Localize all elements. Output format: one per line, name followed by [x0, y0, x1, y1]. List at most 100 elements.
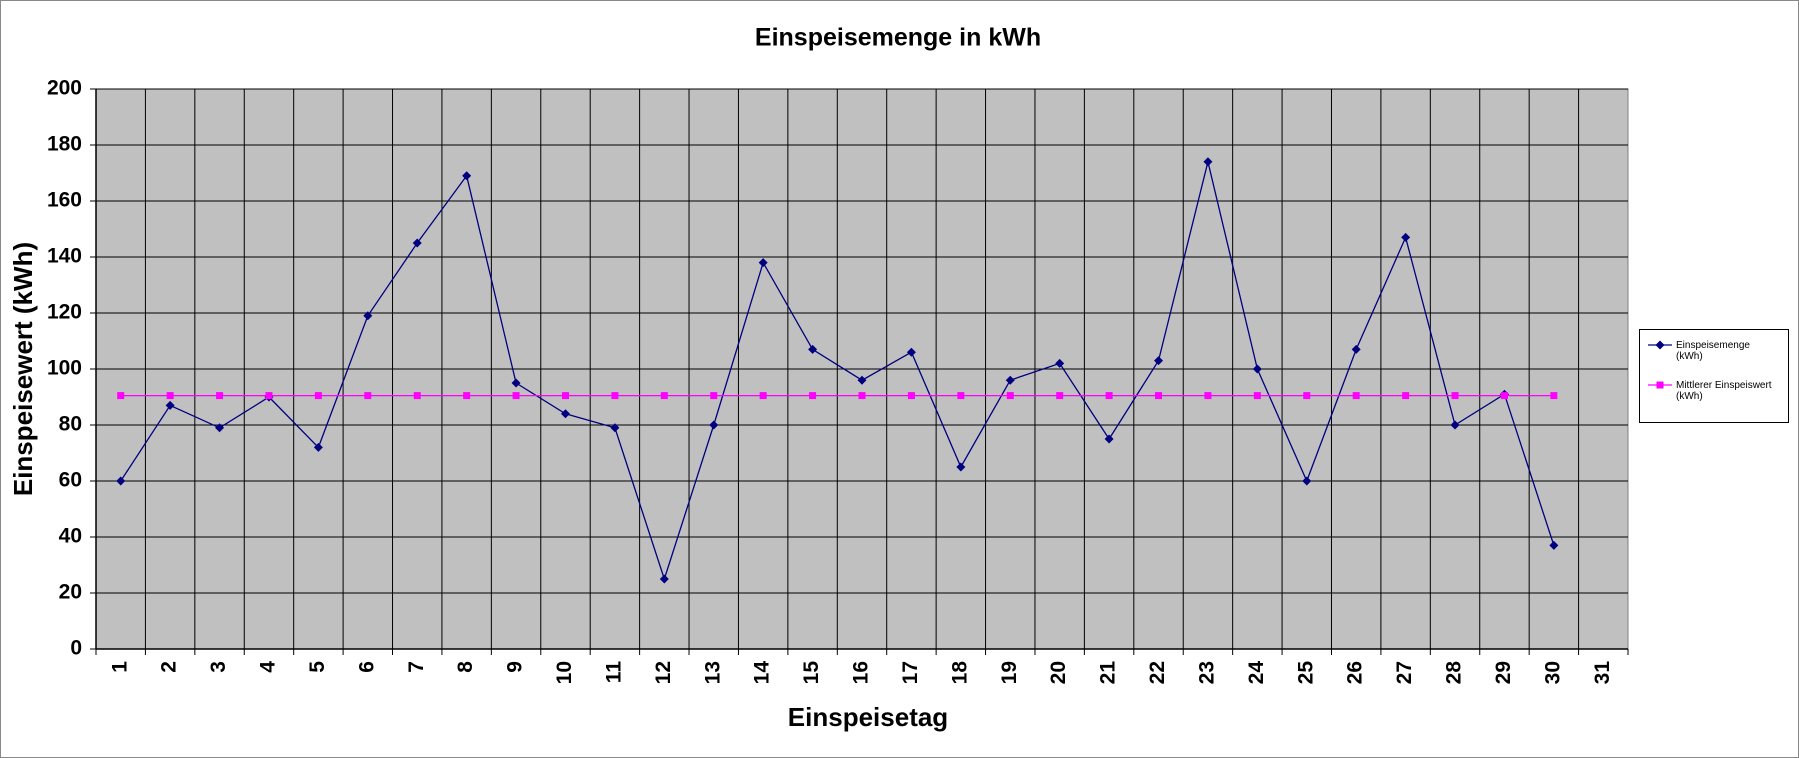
data-point [165, 400, 175, 410]
data-point [463, 392, 471, 400]
legend-marker [1655, 340, 1665, 350]
x-tick-label: 1 [108, 661, 131, 673]
y-axis-label: Einspeisewert (kWh) [8, 242, 38, 496]
data-point [1500, 392, 1508, 400]
y-tick-label: 120 [47, 301, 82, 324]
data-point [166, 392, 174, 400]
y-tick-label: 20 [59, 581, 82, 604]
data-point [116, 476, 126, 486]
data-point [1104, 434, 1114, 444]
x-tick-label: 30 [1541, 661, 1564, 684]
data-point [363, 311, 373, 321]
data-point [364, 392, 372, 400]
data-point [560, 409, 570, 419]
x-tick-label: 17 [899, 661, 922, 684]
data-point [1005, 375, 1015, 385]
data-point [1450, 420, 1460, 430]
y-tick-label: 40 [59, 525, 82, 548]
x-tick-label: 20 [1047, 661, 1070, 684]
data-point [907, 392, 915, 400]
x-tick-label: 19 [998, 661, 1021, 684]
data-point [117, 392, 125, 400]
x-tick-label: 29 [1492, 661, 1515, 684]
data-point [1352, 392, 1360, 400]
x-tick-label: 18 [948, 661, 971, 685]
x-tick-label: 7 [405, 661, 428, 673]
data-point [1055, 358, 1065, 368]
data-point [1401, 232, 1411, 242]
legend-marker [1656, 381, 1664, 389]
legend-swatch [1648, 381, 1672, 389]
x-tick-label: 16 [850, 661, 873, 684]
data-point [1303, 392, 1311, 400]
x-tick-label: 14 [751, 661, 774, 685]
data-point [808, 344, 818, 354]
x-tick-label: 11 [602, 661, 625, 684]
x-tick-label: 25 [1294, 661, 1317, 685]
data-point [660, 392, 668, 400]
data-point [1253, 392, 1261, 400]
data-point [216, 392, 224, 400]
x-tick-label: 13 [701, 661, 724, 684]
data-point [1105, 392, 1113, 400]
legend-item: Mittlerer Einspeiswert (kWh) [1648, 380, 1788, 402]
data-point [215, 423, 225, 433]
data-point [314, 392, 322, 400]
data-point [1351, 344, 1361, 354]
chart-title: Einspeisemenge in kWh [755, 24, 1041, 52]
data-point [759, 392, 767, 400]
data-point [858, 392, 866, 400]
x-tick-label: 8 [454, 661, 477, 673]
data-point [611, 392, 619, 400]
data-point [1204, 392, 1212, 400]
data-point [956, 462, 966, 472]
data-point [659, 574, 669, 584]
series-line [120, 161, 1555, 582]
data-point [412, 238, 422, 248]
y-tick-label: 140 [47, 245, 82, 268]
x-tick-label: 26 [1344, 661, 1367, 684]
data-point [1154, 356, 1164, 366]
data-point [1550, 392, 1558, 400]
data-point [1402, 392, 1410, 400]
data-point [1203, 157, 1213, 167]
data-point [511, 378, 521, 388]
y-tick-label: 100 [47, 357, 82, 380]
data-point [709, 420, 719, 430]
data-point [710, 392, 718, 400]
data-point [906, 347, 916, 357]
x-tick-label: 21 [1097, 661, 1120, 685]
legend-swatch [1648, 340, 1672, 350]
data-point [610, 423, 620, 433]
x-axis-label: Einspeisetag [788, 702, 948, 732]
x-tick-label: 23 [1195, 661, 1218, 684]
data-point [1056, 392, 1064, 400]
x-tick-label: 15 [800, 661, 823, 685]
legend-item: Einspeisemenge (kWh) [1648, 340, 1788, 362]
x-tick-label: 4 [257, 661, 280, 673]
data-point [1155, 392, 1163, 400]
legend: Einspeisemenge (kWh) Mittlerer Einspeiswe… [1639, 329, 1789, 423]
x-tick-label: 6 [355, 661, 378, 673]
data-point [1006, 392, 1014, 400]
x-tick-label: 28 [1443, 661, 1466, 685]
data-point [1549, 540, 1559, 550]
data-point [512, 392, 520, 400]
x-tick-label: 3 [207, 661, 230, 673]
data-point [957, 392, 965, 400]
x-tick-label: 22 [1146, 661, 1169, 684]
x-tick-label: 5 [306, 661, 329, 673]
legend-label: Einspeisemenge (kWh) [1676, 340, 1750, 362]
x-tick-label: 2 [158, 661, 181, 673]
y-tick-label: 0 [70, 637, 82, 660]
x-tick-label: 31 [1591, 661, 1614, 685]
data-point [561, 392, 569, 400]
y-tick-label: 180 [47, 133, 82, 156]
x-tick-label: 12 [652, 661, 675, 684]
data-point [413, 392, 421, 400]
x-tick-label: 27 [1393, 661, 1416, 684]
data-point [1252, 364, 1262, 374]
y-tick-label: 200 [47, 77, 82, 100]
